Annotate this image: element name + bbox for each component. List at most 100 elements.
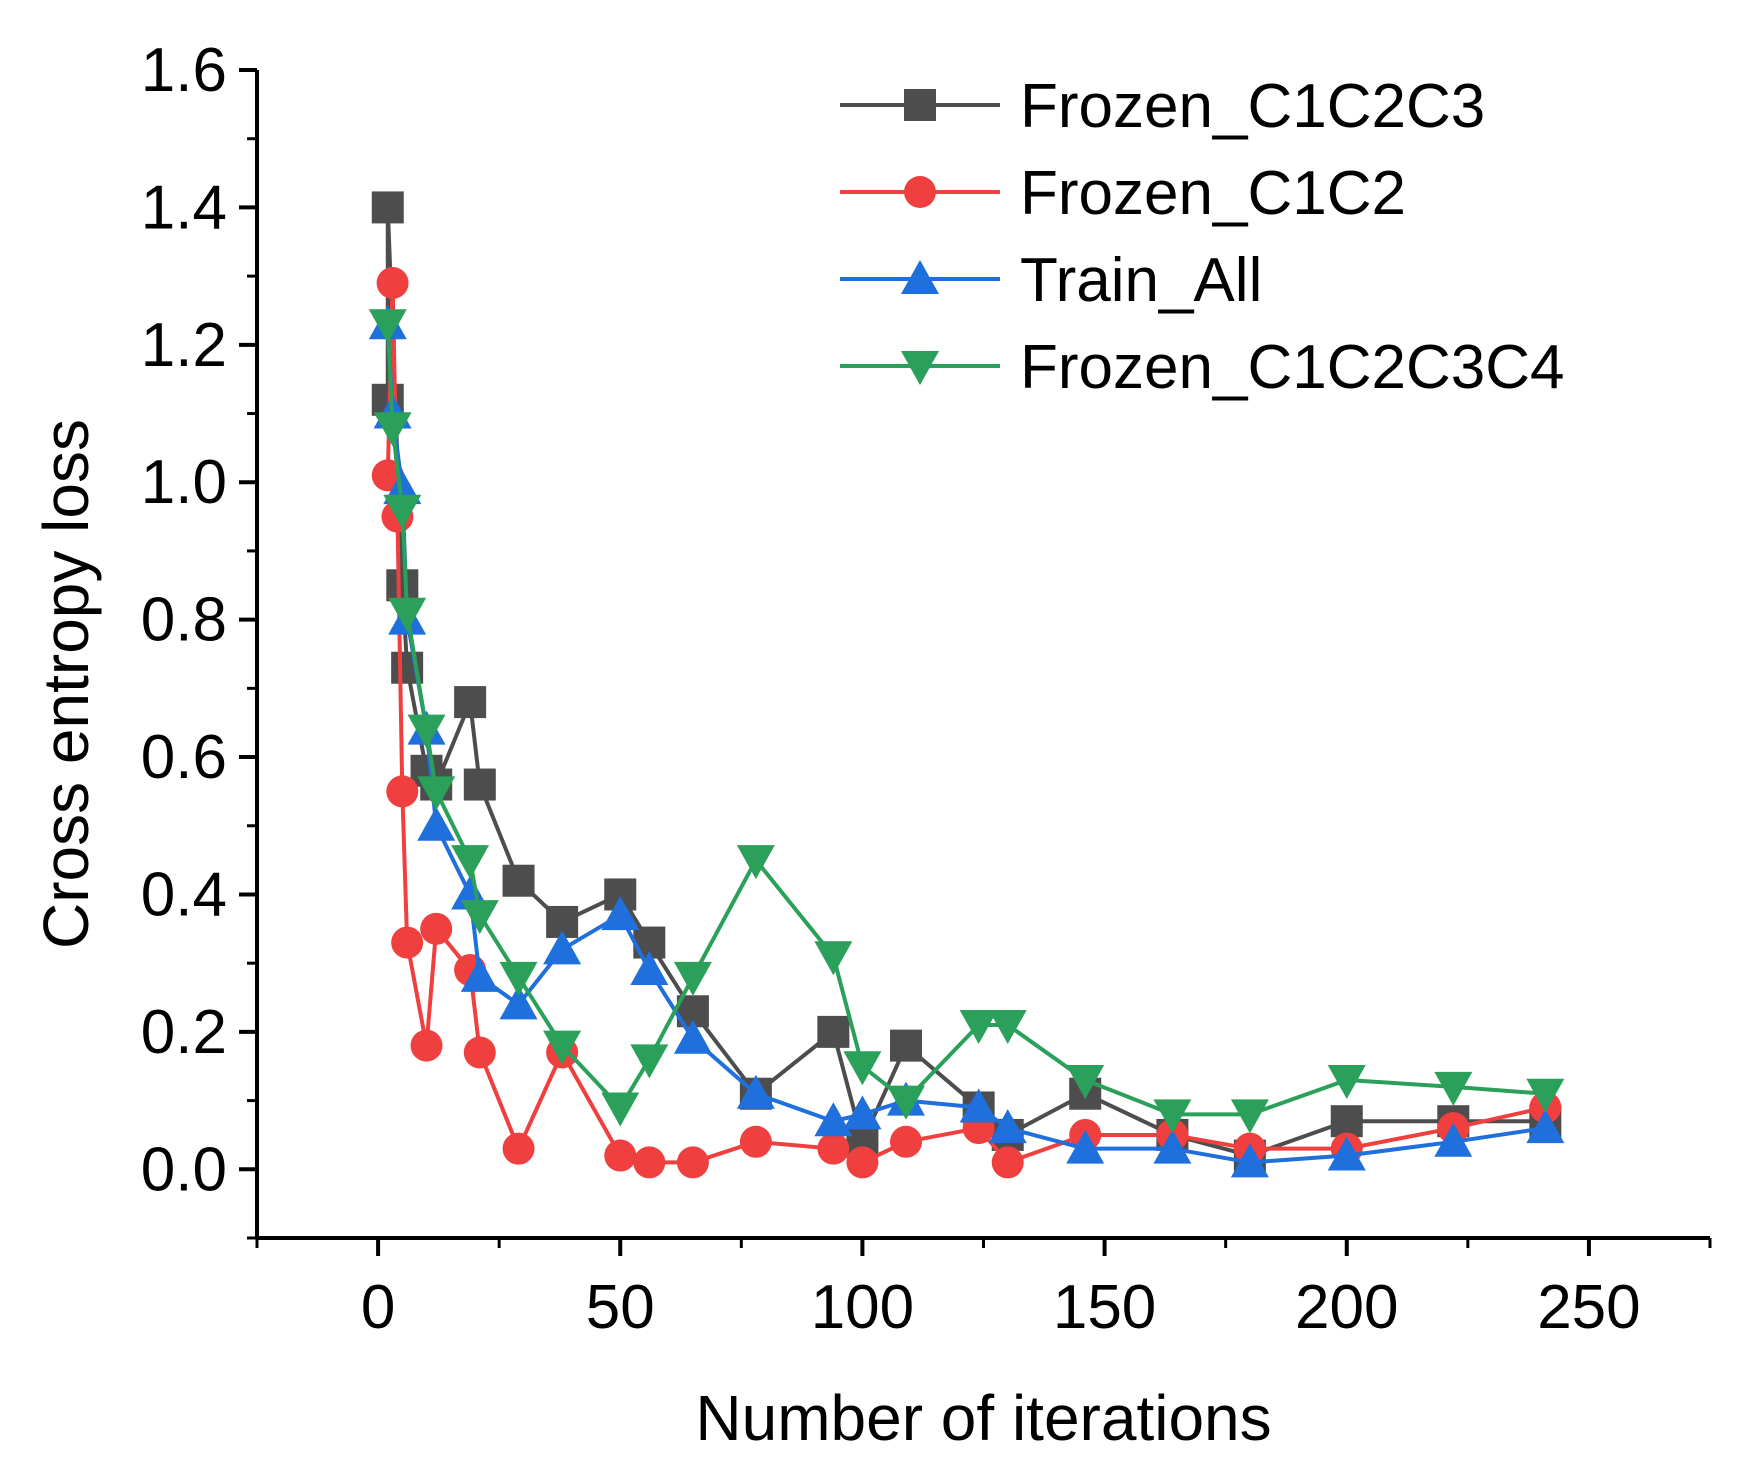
data-point	[959, 1010, 998, 1045]
y-tick-label: 0.8	[141, 586, 227, 655]
data-point	[604, 1139, 637, 1172]
data-point	[388, 597, 427, 632]
data-point	[817, 1015, 850, 1048]
legend-item: Frozen_C1C2C3	[840, 72, 1485, 141]
data-point	[460, 900, 499, 935]
data-point	[417, 806, 456, 841]
legend-marker	[904, 176, 936, 208]
data-point	[991, 1146, 1024, 1179]
data-point	[1230, 1143, 1269, 1178]
legend-item: Frozen_C1C2	[840, 159, 1406, 228]
y-tick-label: 0.2	[141, 998, 227, 1067]
x-axis-title: Number of iterations	[695, 1382, 1271, 1454]
legend-marker	[904, 89, 936, 121]
data-point	[673, 1019, 712, 1054]
x-tick-label: 200	[1295, 1273, 1398, 1342]
data-point	[887, 1085, 926, 1120]
data-point	[1526, 1109, 1565, 1144]
x-tick-label: 250	[1537, 1273, 1640, 1342]
data-point	[463, 1036, 496, 1069]
data-point	[463, 768, 496, 801]
data-point	[739, 1125, 772, 1158]
data-point	[371, 191, 404, 224]
data-point	[1230, 1099, 1269, 1134]
data-point	[846, 1146, 879, 1179]
y-tick-label: 1.0	[141, 448, 227, 517]
legend-item: Frozen_C1C2C3C4	[840, 333, 1564, 402]
data-point	[676, 1146, 709, 1179]
series-Frozen_C1C2	[371, 266, 1562, 1179]
data-point	[502, 864, 535, 897]
data-point	[1434, 1122, 1473, 1157]
data-point	[630, 1044, 669, 1079]
data-point	[543, 1030, 582, 1065]
y-tick-label: 0.6	[141, 723, 227, 792]
data-point	[386, 775, 419, 808]
data-point	[451, 845, 490, 880]
data-point	[1153, 1129, 1192, 1164]
y-tick-label: 1.2	[141, 311, 227, 380]
data-point	[407, 714, 446, 749]
data-point	[460, 957, 499, 992]
y-tick-label: 1.4	[141, 173, 227, 242]
data-point	[843, 1095, 882, 1130]
data-point	[814, 1102, 853, 1137]
data-point	[817, 1132, 850, 1165]
data-point	[373, 412, 412, 447]
data-point	[988, 1109, 1027, 1144]
data-point	[420, 912, 453, 945]
series-Frozen_C1C2C3C4	[368, 309, 1565, 1134]
data-point	[383, 494, 422, 529]
data-point	[1330, 1105, 1363, 1138]
data-point	[736, 1074, 775, 1109]
data-point	[988, 1010, 1027, 1045]
data-point	[814, 941, 853, 976]
legend-marker	[901, 351, 939, 385]
data-point	[890, 1125, 923, 1158]
data-point	[1526, 1078, 1565, 1113]
data-point	[499, 961, 538, 996]
x-tick-label: 150	[1053, 1273, 1156, 1342]
data-point	[633, 1146, 666, 1179]
data-point	[959, 1088, 998, 1123]
legend-label: Frozen_C1C2C3	[1020, 72, 1485, 141]
data-point	[386, 569, 419, 602]
series-layer	[368, 191, 1565, 1179]
data-point	[1327, 1064, 1366, 1099]
legend-label: Frozen_C1C2C3C4	[1020, 333, 1564, 402]
legend: Frozen_C1C2C3 Frozen_C1C2 Train_All Frozen_…	[840, 72, 1564, 402]
data-point	[601, 1092, 640, 1127]
data-point	[601, 896, 640, 931]
y-tick-label: 0.0	[141, 1135, 227, 1204]
y-axis-title: Cross entropy loss	[30, 419, 102, 949]
data-point	[1153, 1099, 1192, 1134]
data-point	[673, 961, 712, 996]
data-point	[736, 845, 775, 880]
x-tick-label: 50	[586, 1273, 655, 1342]
data-point	[1434, 1071, 1473, 1106]
data-point	[1066, 1064, 1105, 1099]
data-point	[843, 1051, 882, 1086]
data-point	[543, 930, 582, 965]
data-point	[1327, 1136, 1366, 1171]
data-point	[391, 926, 424, 959]
data-point	[499, 985, 538, 1020]
data-point	[630, 951, 669, 986]
legend-label: Train_All	[1020, 246, 1262, 315]
legend-label: Frozen_C1C2	[1020, 159, 1406, 228]
x-tick-label: 0	[361, 1273, 395, 1342]
data-point	[376, 266, 409, 299]
x-tick-label: 100	[811, 1273, 914, 1342]
legend-marker	[901, 260, 939, 294]
axes: 0.0 0.2 0.4 0.6 0.8 1.0 1.2 1.4 1.6 0 50 100 150 200 2…	[141, 36, 1712, 1342]
legend-item: Train_All	[840, 246, 1262, 315]
data-point	[454, 686, 487, 719]
data-point	[890, 1029, 923, 1062]
data-point	[410, 1029, 443, 1062]
data-point	[417, 776, 456, 811]
y-tick-label: 0.4	[141, 860, 227, 929]
data-point	[368, 309, 407, 344]
data-point	[502, 1132, 535, 1165]
